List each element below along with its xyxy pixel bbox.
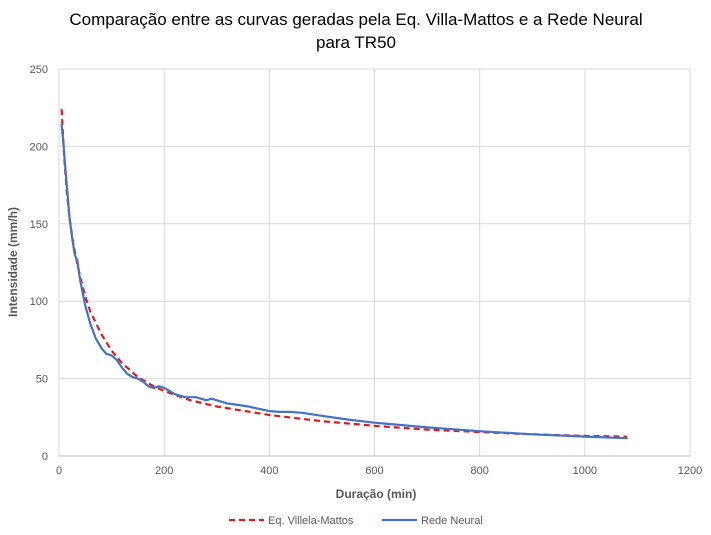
y-tick-label: 250 — [30, 64, 48, 76]
legend-label-villela-mattos: Eq. Villela-Mattos — [268, 515, 354, 527]
x-tick-label: 400 — [260, 465, 278, 477]
chart-title-line-1: Comparação entre as curvas geradas pela … — [69, 10, 642, 29]
series-line-villela-mattos — [60, 109, 627, 438]
y-tick-label: 0 — [42, 451, 48, 463]
y-tick-label: 50 — [36, 374, 48, 386]
chart-title-line-2: para TR50 — [316, 33, 396, 52]
grid — [59, 68, 691, 456]
y-tick-label: 150 — [30, 219, 48, 231]
x-axis-label: Duração (min) — [336, 487, 417, 501]
x-tick-label: 800 — [470, 465, 488, 477]
x-tick-label: 200 — [155, 465, 173, 477]
x-tick-labels: 0 200 400 600 800 1000 1200 — [56, 465, 702, 477]
x-tick-label: 600 — [365, 465, 383, 477]
y-axis-label: Intensidade (mm/h) — [6, 207, 20, 317]
legend-label-rede-neural: Rede Neural — [421, 515, 483, 527]
series-line-rede-neural — [60, 123, 629, 440]
y-tick-label: 100 — [30, 296, 48, 308]
legend: Eq. Villela-Mattos Rede Neural — [229, 515, 483, 527]
y-tick-labels: 0 50 100 150 200 250 — [30, 64, 48, 463]
x-tick-label: 1000 — [573, 465, 597, 477]
y-tick-label: 200 — [30, 141, 48, 153]
x-tick-label: 1200 — [678, 465, 702, 477]
axes — [58, 69, 690, 457]
x-tick-label: 0 — [56, 465, 62, 477]
series-lines — [60, 109, 629, 440]
